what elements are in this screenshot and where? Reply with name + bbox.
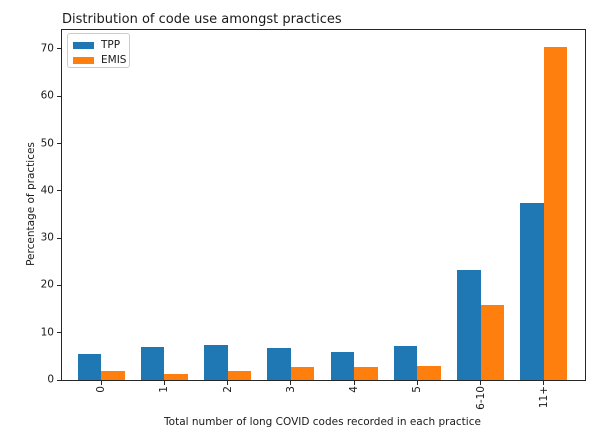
x-tick-mark — [543, 380, 545, 385]
legend: TPP EMIS — [67, 33, 130, 68]
x-tick-label: 5 — [411, 386, 424, 393]
x-tick-mark — [480, 380, 481, 385]
x-tick-mark — [290, 380, 292, 385]
bar-emis-5 — [417, 365, 441, 380]
bar-tpp-3 — [267, 347, 291, 380]
x-axis-label: Total number of long COVID codes recorde… — [164, 416, 481, 428]
y-tick-label: 70 — [40, 42, 54, 55]
bar-emis-11+ — [543, 46, 568, 380]
x-tick-mark — [100, 380, 102, 385]
bar-tpp-4 — [330, 351, 354, 380]
y-tick-label: 30 — [40, 231, 54, 244]
y-tick-mark — [57, 48, 61, 50]
bar-emis-0 — [101, 370, 125, 380]
bar-tpp-0 — [77, 354, 101, 380]
bar-emis-4 — [354, 367, 378, 380]
bar-tpp-5 — [393, 346, 418, 380]
legend-label-emis: EMIS — [101, 54, 127, 66]
x-tick-mark — [227, 380, 228, 385]
y-tick-label: 60 — [40, 89, 54, 102]
bar-emis-3 — [290, 367, 315, 380]
x-tick-label: 1 — [158, 386, 171, 393]
x-tick-label: 4 — [348, 386, 360, 393]
y-axis-label: Percentage of practices — [25, 142, 37, 266]
bar-tpp-6-10 — [457, 270, 481, 380]
y-tick-mark — [57, 237, 61, 239]
bar-tpp-11+ — [520, 202, 544, 380]
y-tick-label: 20 — [40, 278, 54, 291]
x-tick-mark — [416, 380, 418, 385]
x-tick-label: 6-10 — [474, 386, 487, 410]
x-tick-mark — [163, 380, 165, 385]
y-tick-label: 50 — [40, 137, 54, 149]
bar-emis-6-10 — [480, 304, 504, 380]
y-tick-mark — [57, 190, 61, 192]
y-tick-mark — [57, 95, 61, 97]
bar-emis-2 — [227, 370, 251, 380]
x-tick-label: 0 — [95, 386, 107, 393]
plot-area: 0 10 20 30 40 50 60 70 0 1 2 3 4 5 6-10 11+ — [41, 29, 586, 410]
legend-swatch-emis — [73, 57, 94, 64]
bar-tpp-1 — [140, 347, 165, 380]
x-tick-mark — [353, 380, 355, 385]
y-tick-label: 40 — [40, 184, 54, 197]
chart-title: Distribution of code use amongst practic… — [62, 12, 342, 27]
y-tick-mark — [57, 332, 61, 334]
x-tick-label: 11+ — [537, 386, 550, 409]
x-tick-label: 2 — [221, 386, 234, 393]
bar-emis-1 — [164, 373, 188, 380]
y-tick-label: 10 — [40, 326, 54, 339]
legend-swatch-tpp — [73, 42, 94, 49]
y-tick-mark — [57, 379, 61, 381]
legend-item-emis: EMIS — [73, 53, 129, 68]
y-tick-mark — [57, 284, 61, 286]
y-tick-label: 0 — [47, 373, 54, 386]
y-tick-mark — [57, 143, 61, 144]
legend-item-tpp: TPP — [73, 38, 129, 53]
legend-label-tpp: TPP — [101, 39, 121, 51]
bar-tpp-2 — [204, 345, 228, 380]
x-tick-label: 3 — [284, 386, 297, 393]
